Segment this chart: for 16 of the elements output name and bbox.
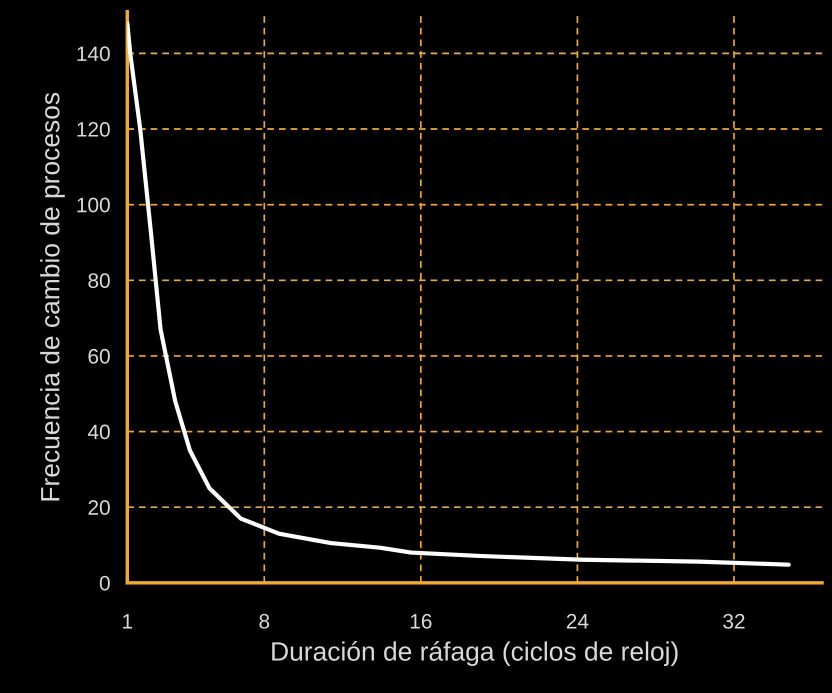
x-tick-label: 8 [259,614,270,629]
x-tick-label: 16 [410,614,432,629]
y-tick-label: 0 [100,576,110,591]
y-axis-title: Frecuencia de cambio de procesos [40,92,65,500]
line-series [127,21,791,567]
y-tick-label: 100 [77,198,110,212]
x-tick-label: 24 [566,614,588,628]
y-tick-label: 80 [88,273,110,288]
y-tick-label: 120 [77,122,110,137]
x-axis-title: Duración de ráfaga (ciclos de reloj) [272,641,678,666]
y-tick-label: 40 [88,424,110,440]
y-tick-label: 140 [77,46,110,62]
y-tick-label: 60 [88,348,110,364]
x-tick-label: 1 [123,614,132,628]
y-tick-label: 20 [88,500,110,515]
x-tick-label: 32 [723,614,744,629]
